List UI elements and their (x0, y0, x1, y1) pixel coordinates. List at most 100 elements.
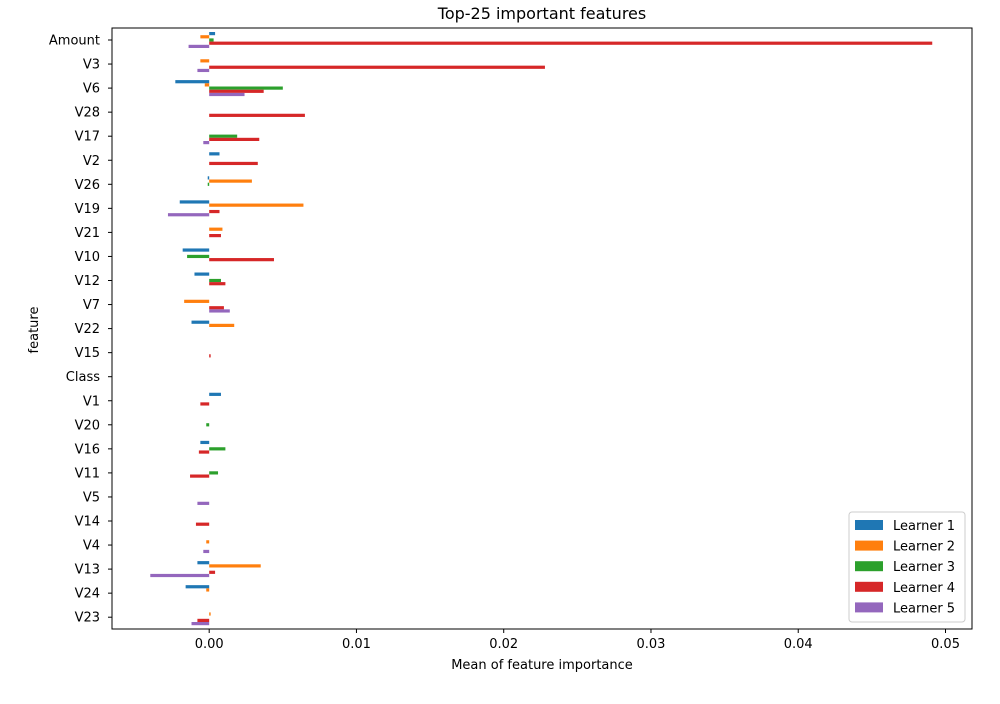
bar-v23-learner-5 (191, 622, 210, 626)
bar-v10-learner-3 (187, 254, 210, 259)
y-tick-label: V13 (75, 563, 100, 578)
y-tick-label: V24 (75, 587, 100, 602)
bar-v28-learner-4 (209, 113, 305, 117)
y-tick-label: V26 (75, 178, 100, 193)
y-tick-label: V17 (75, 130, 100, 145)
y-tick-label: V3 (83, 58, 100, 73)
bar-v16-learner-3 (209, 447, 226, 451)
bar-v19-learner-2 (209, 203, 304, 207)
legend-swatch-learner-2 (855, 540, 883, 551)
y-tick-label: V14 (75, 515, 100, 530)
bar-v19-learner-4 (209, 209, 220, 214)
bar-amount-learner-1 (209, 32, 216, 36)
x-tick-label: 0.05 (931, 637, 960, 652)
plot-frame (111, 27, 973, 630)
x-tick-label: 0.01 (342, 637, 371, 652)
legend-swatch-learner-5 (855, 602, 883, 613)
y-tick-label: V2 (83, 154, 100, 169)
x-tick-label: 0.02 (489, 637, 518, 652)
bar-v7-learner-2 (184, 299, 210, 303)
bar-v6-learner-3 (209, 86, 283, 90)
bar-v12-learner-4 (209, 282, 226, 286)
legend-label-learner-2: Learner 2 (893, 540, 955, 555)
y-tick-label: V21 (75, 226, 100, 241)
bar-amount-learner-5 (188, 44, 210, 48)
legend: Learner 1 Learner 2 Learner 3 Learner 4 Lear… (848, 511, 966, 623)
y-tick-label: V19 (75, 202, 100, 217)
bar-v13-learner-2 (209, 564, 261, 568)
bar-v17-learner-3 (209, 134, 238, 138)
y-tick-label: V6 (83, 82, 100, 97)
legend-box (848, 511, 966, 623)
y-axis-label: feature (27, 307, 42, 354)
bars-layer (150, 32, 933, 626)
bar-v3-learner-5 (197, 68, 210, 73)
bar-v19-learner-5 (167, 213, 210, 217)
bar-v13-learner-5 (150, 573, 210, 578)
legend-label-learner-1: Learner 1 (893, 519, 955, 534)
bar-v3-learner-2 (200, 59, 210, 63)
x-tick-label: 0.00 (195, 637, 224, 652)
bar-v23-learner-4 (197, 618, 210, 622)
x-tick-label: 0.04 (784, 637, 813, 652)
x-tick-label: 0.03 (636, 637, 665, 652)
bar-v6-learner-2 (204, 83, 210, 87)
bar-v23-learner-2 (209, 612, 211, 616)
y-tick-label: V22 (75, 322, 100, 337)
bar-v10-learner-1 (182, 248, 210, 252)
bar-v13-learner-4 (209, 570, 216, 574)
bar-v3-learner-4 (209, 65, 545, 69)
bar-v24-learner-2 (206, 588, 210, 592)
bar-v13-learner-1 (197, 561, 210, 565)
bar-v4-learner-2 (206, 540, 210, 544)
bar-v26-learner-1 (207, 176, 210, 180)
bar-v6-learner-4 (209, 89, 264, 93)
bar-v17-learner-4 (209, 137, 260, 141)
bar-v16-learner-4 (198, 450, 210, 454)
legend-swatch-learner-3 (855, 561, 883, 572)
y-tick-label: V1 (83, 394, 100, 409)
bar-v24-learner-1 (185, 585, 210, 589)
legend-swatch-learner-4 (855, 581, 883, 592)
bar-v6-learner-5 (209, 92, 245, 97)
bar-v11-learner-4 (190, 474, 210, 478)
bar-v6-learner-1 (175, 80, 210, 84)
bar-v1-learner-4 (200, 402, 210, 406)
bar-v1-learner-1 (209, 392, 221, 396)
bar-v17-learner-5 (203, 141, 210, 145)
bar-v20-learner-3 (206, 423, 210, 427)
bar-amount-learner-2 (200, 35, 210, 39)
y-tick-label: V5 (83, 490, 100, 505)
legend-swatch-learner-1 (855, 520, 883, 530)
bar-v15-learner-4 (209, 354, 211, 358)
y-tick-label: V23 (75, 611, 100, 626)
bar-v12-learner-1 (194, 272, 210, 276)
y-tick-label: V15 (75, 346, 100, 361)
x-axis-label: Mean of feature importance (451, 658, 633, 673)
bar-v26-learner-2 (209, 179, 252, 183)
bar-v14-learner-4 (195, 522, 210, 526)
y-tick-label: V20 (75, 418, 100, 433)
bar-v21-learner-4 (209, 234, 221, 238)
y-axis-ticks: Amount V3 V6 V28 V17 V2 V26 V19 V21 V10 V12 V7 V22 V1… (49, 34, 112, 626)
x-axis-ticks: 0.00 0.01 0.02 0.03 0.04 0.05 (195, 629, 960, 652)
bar-v22-learner-1 (191, 320, 210, 324)
bar-v10-learner-4 (209, 258, 274, 262)
bar-v2-learner-1 (209, 152, 220, 156)
bar-v5-learner-5 (197, 501, 210, 505)
bar-v12-learner-3 (209, 278, 221, 283)
bar-amount-learner-4 (209, 41, 933, 45)
y-tick-label: V11 (75, 466, 100, 481)
y-tick-label: V28 (75, 106, 100, 121)
y-tick-label: V7 (83, 298, 100, 313)
legend-label-learner-3: Learner 3 (893, 560, 955, 575)
bar-v4-learner-5 (203, 549, 210, 554)
bar-v7-learner-4 (209, 306, 224, 310)
bar-v2-learner-4 (209, 161, 258, 166)
legend-label-learner-4: Learner 4 (893, 581, 955, 596)
bar-v16-learner-1 (200, 440, 210, 445)
bar-v21-learner-2 (209, 227, 223, 231)
bar-v11-learner-3 (209, 471, 219, 475)
